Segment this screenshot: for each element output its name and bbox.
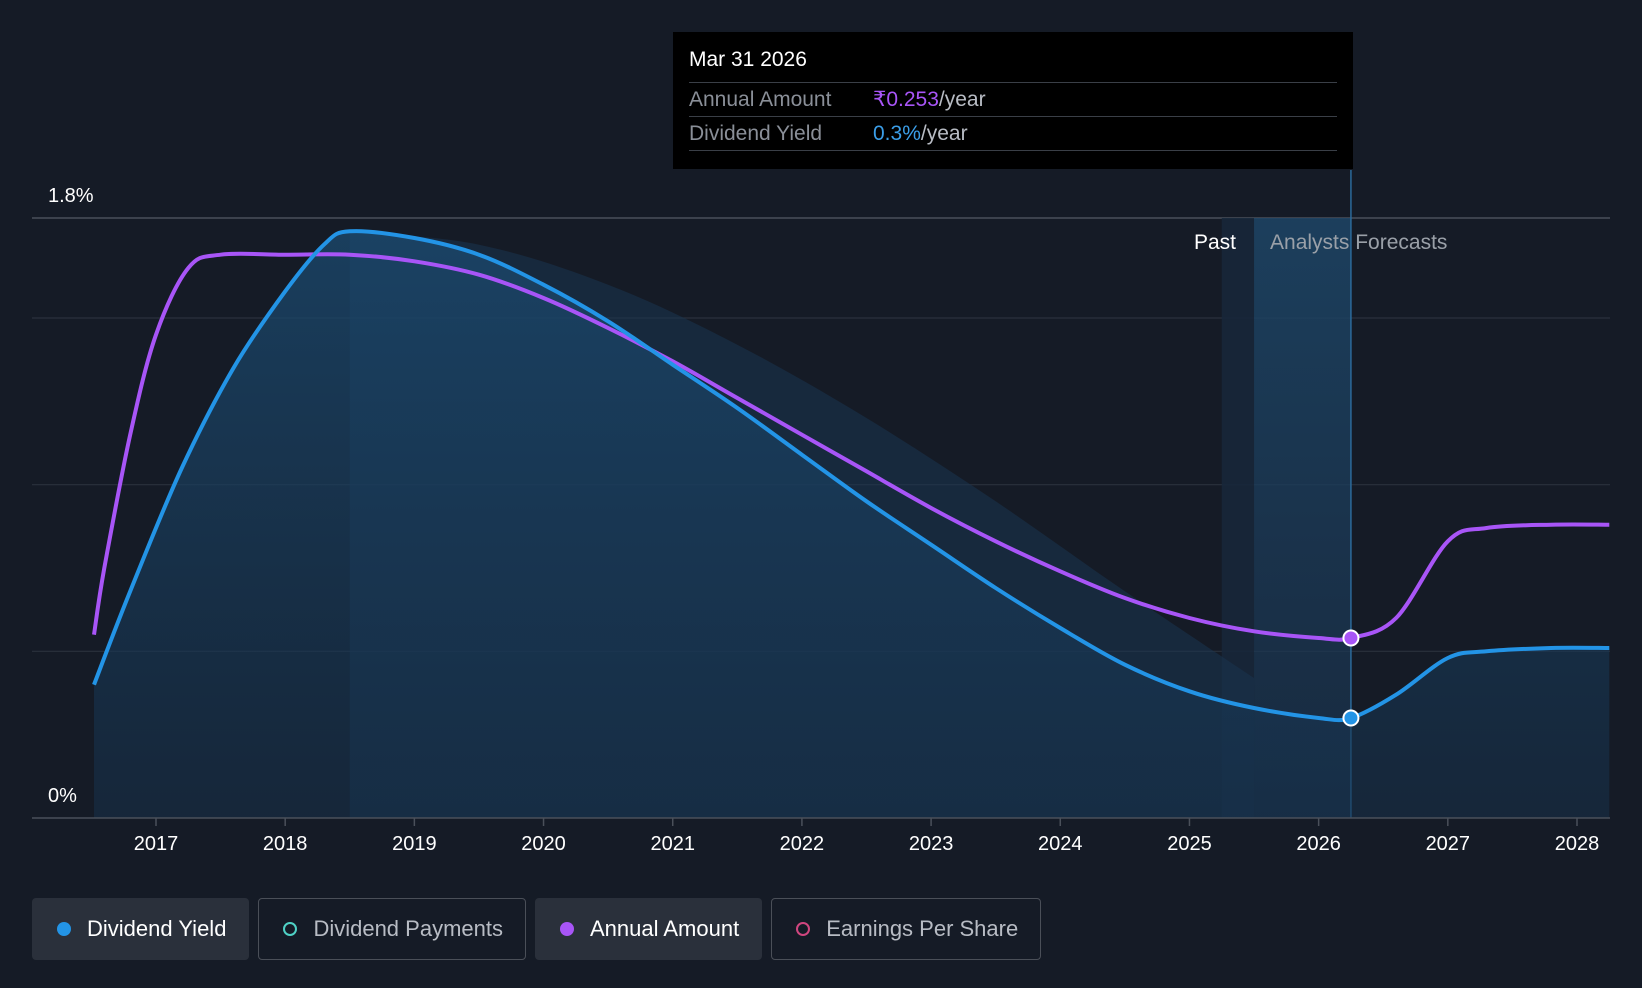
x-tick-label: 2023 — [909, 833, 954, 855]
past-label: Past — [1194, 231, 1236, 254]
region-labels: Past Analysts Forecasts — [1194, 231, 1447, 254]
tooltip-row-annual-amount: Annual Amount ₹0.253 /year — [689, 83, 1337, 117]
x-tick-label: 2026 — [1296, 833, 1341, 855]
x-tick-label: 2019 — [392, 833, 437, 855]
area-fills — [93, 231, 1610, 819]
filled-circle-icon — [559, 922, 574, 936]
yield-area — [93, 231, 1610, 819]
y-axis-labels: 1.8% 0% — [48, 185, 94, 807]
hollow-circle-icon — [283, 922, 298, 936]
legend: Dividend Yield Dividend Payments Annual … — [32, 898, 1042, 960]
highlight-markers — [1342, 629, 1360, 727]
forecast-label: Analysts Forecasts — [1270, 231, 1447, 254]
tooltip-label: Annual Amount — [689, 88, 832, 111]
annual-amount-marker — [1342, 629, 1360, 647]
tooltip-value: 0.3% — [873, 122, 921, 145]
legend-label: Dividend Payments — [313, 916, 503, 941]
legend-label: Earnings Per Share — [826, 916, 1019, 941]
legend-annual-amount[interactable]: Annual Amount — [534, 898, 763, 960]
filled-circle-icon — [57, 922, 71, 936]
y-label-top: 1.8% — [48, 185, 94, 207]
x-tick-label: 2022 — [780, 833, 825, 855]
tooltip-label: Dividend Yield — [689, 122, 823, 145]
x-axis: 2017 2018 2019 2020 2021 2022 2023 2024 2025 2026… — [32, 817, 1610, 855]
x-tick-label: 2027 — [1426, 833, 1471, 855]
x-tick-label: 2024 — [1038, 833, 1083, 855]
hollow-circle-icon — [796, 922, 811, 936]
y-label-bottom: 0% — [48, 785, 77, 807]
x-tick-label: 2020 — [521, 833, 566, 855]
legend-label: Dividend Yield — [87, 916, 227, 941]
tooltip-unit: /year — [938, 88, 986, 111]
legend-label: Annual Amount — [589, 916, 740, 941]
tooltip-row-dividend-yield: Dividend Yield 0.3% /year — [689, 117, 1337, 151]
chart-tooltip: Mar 31 2026 Annual Amount ₹0.253 /year D… — [673, 32, 1353, 169]
x-tick-label: 2017 — [134, 833, 179, 855]
dividend-chart: 2017 2018 2019 2020 2021 2022 2023 2024 2025 2026… — [32, 170, 1610, 855]
x-tick-label: 2025 — [1167, 833, 1212, 855]
legend-dividend-payments[interactable]: Dividend Payments — [258, 898, 526, 960]
x-tick-label: 2018 — [263, 833, 308, 855]
legend-earnings-per-share[interactable]: Earnings Per Share — [771, 898, 1042, 960]
x-tick-label: 2028 — [1555, 833, 1600, 855]
dividend-yield-marker — [1342, 709, 1360, 727]
x-tick-label: 2021 — [650, 833, 695, 855]
tooltip-unit: /year — [920, 122, 968, 145]
legend-dividend-yield[interactable]: Dividend Yield — [32, 898, 250, 960]
tooltip-value: ₹0.253 — [873, 88, 939, 111]
tooltip-date: Mar 31 2026 — [689, 46, 1337, 83]
